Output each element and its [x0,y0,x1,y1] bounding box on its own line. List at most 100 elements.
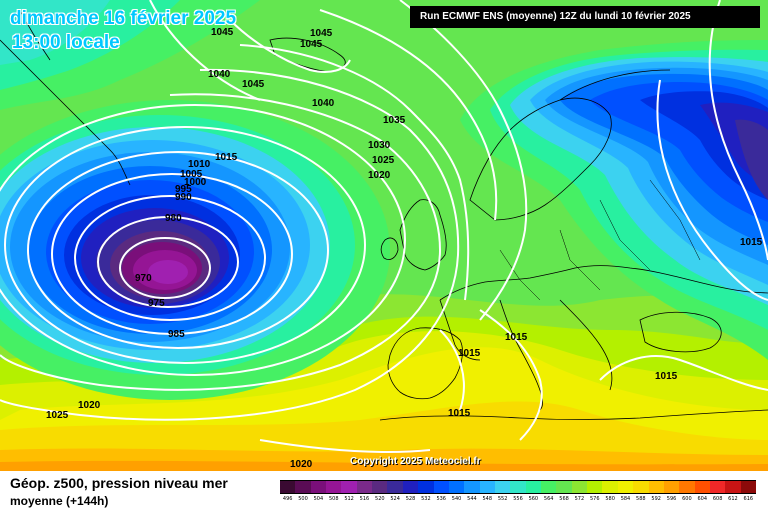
legend-swatch [356,480,373,494]
svg-text:1045: 1045 [300,39,323,50]
legend-swatch [510,480,527,494]
legend-swatch [541,480,557,494]
legend-swatch [402,480,419,494]
legend-tick-label: 584 [620,496,631,502]
legend-swatch [648,480,665,494]
legend-swatch [280,480,296,494]
legend-swatch [725,480,742,494]
legend-tick-label: 576 [589,496,600,502]
legend-swatch [740,480,757,494]
legend-swatch [295,480,312,494]
svg-text:1045: 1045 [242,79,265,90]
svg-text:1020: 1020 [78,400,101,411]
isobars [0,0,768,453]
legend-tick-label: 588 [636,496,646,502]
legend-swatch [556,480,573,494]
product-subtitle: moyenne (+144h) [10,494,109,508]
svg-text:1045: 1045 [310,28,333,39]
svg-text:975: 975 [148,298,165,309]
svg-text:985: 985 [168,329,185,340]
legend-swatch [602,480,619,494]
legend-swatch [663,480,680,494]
svg-text:1020: 1020 [290,459,313,470]
legend-tick-label: 532 [421,496,431,502]
legend-tick-label: 596 [666,496,677,502]
legend-swatch [479,480,496,494]
svg-text:980: 980 [165,213,182,224]
svg-text:1035: 1035 [383,115,406,126]
legend-swatch [418,480,435,494]
legend-tick-label: 552 [497,496,508,502]
color-legend: 496 500 504 508 512 516 520 524 528 532 536 540 544 5… [280,480,757,510]
legend-swatch [448,480,465,494]
legend-tick-label: 544 [467,496,477,502]
legend-tick-label: 568 [559,496,569,502]
svg-text:1015: 1015 [740,237,763,248]
svg-text:1015: 1015 [655,371,678,382]
legend-tick-label: 500 [298,496,308,502]
geopotential-field [0,0,768,471]
copyright: Copyright 2025 Meteociel.fr [350,456,481,467]
legend-tick-label: 496 [282,496,293,502]
svg-text:1005: 1005 [180,169,203,180]
run-info: Run ECMWF ENS (moyenne) 12Z du lundi 10 … [410,6,760,28]
legend-tick-label: 616 [743,496,754,502]
legend-tick-label: 512 [344,496,354,502]
legend-swatch [679,480,696,494]
legend-tick-label: 600 [682,496,692,502]
legend-swatch [433,480,450,494]
weather-map: 1045 1045 1045 1040 1045 1040 1035 1030 … [0,0,768,471]
legend-tick-label: 516 [359,496,370,502]
legend-swatch [709,480,726,494]
legend-tick-label: 508 [328,496,339,502]
svg-text:1015: 1015 [448,408,471,419]
svg-text:1000: 1000 [184,177,207,188]
legend-tick-label: 592 [651,496,661,502]
legend-tick-label: 564 [543,496,554,502]
svg-text:1015: 1015 [505,332,528,343]
legend-swatch [525,480,542,494]
svg-text:1015: 1015 [215,152,238,163]
legend-swatch [372,480,388,494]
svg-text:970: 970 [135,273,152,284]
legend-swatch [310,480,327,494]
svg-text:1030: 1030 [368,140,391,151]
legend-tick-label: 536 [436,496,446,502]
legend-swatch [617,480,634,494]
svg-text:1025: 1025 [46,410,69,421]
legend-tick-label: 548 [482,496,493,502]
legend-tick-label: 604 [697,496,708,502]
svg-text:1015: 1015 [458,348,481,359]
isobar-labels: 1045 1045 1045 1040 1045 1040 1035 1030 … [46,27,763,470]
legend-swatch [694,480,711,494]
legend-swatch [341,480,358,494]
legend-tick-label: 612 [728,496,738,502]
legend-tick-label: 528 [405,496,416,502]
svg-text:995: 995 [175,184,192,195]
svg-text:1045: 1045 [211,27,234,38]
legend-swatch [494,480,511,494]
legend-tick-label: 540 [451,496,462,502]
legend-tick-label: 520 [375,496,385,502]
legend-tick-label: 572 [574,496,585,502]
legend-swatch [633,480,649,494]
product-title: Géop. z500, pression niveau mer [10,475,228,491]
legend-tick-label: 580 [605,496,615,502]
legend-tick-label: 560 [528,496,539,502]
forecast-time: 13:00 locale [12,32,120,53]
svg-text:1020: 1020 [368,170,391,181]
legend-tick-label: 556 [513,496,523,502]
svg-text:1025: 1025 [372,155,395,166]
legend-swatch [587,480,603,494]
svg-text:1010: 1010 [188,159,211,170]
svg-text:990: 990 [175,192,192,203]
legend-swatch [571,480,588,494]
svg-text:1040: 1040 [312,98,335,109]
forecast-date: dimanche 16 février 2025 [10,8,237,29]
map-svg: 1045 1045 1045 1040 1045 1040 1035 1030 … [0,0,768,471]
svg-text:1040: 1040 [208,69,231,80]
legend-tick-label: 524 [390,496,400,502]
legend-tick-label: 608 [712,496,723,502]
legend-swatch [326,480,342,494]
legend-tick-label: 504 [313,496,324,502]
